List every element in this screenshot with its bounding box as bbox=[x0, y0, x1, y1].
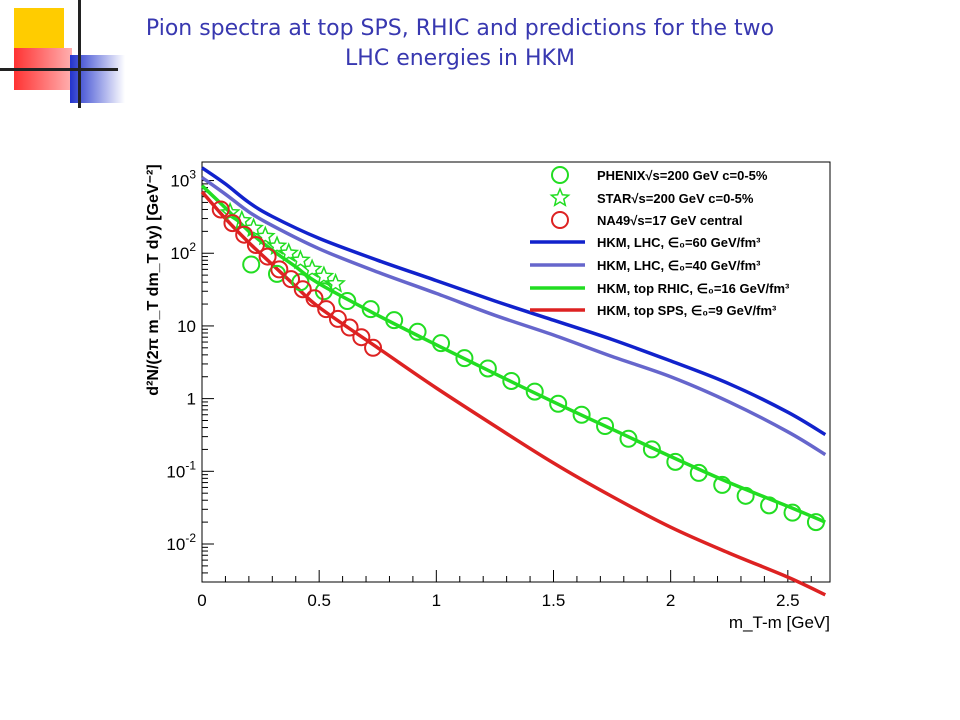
star-marker bbox=[266, 235, 288, 256]
circle-marker bbox=[211, 200, 230, 219]
slide-deco-vertical-line bbox=[78, 0, 81, 108]
y-tick-label: 10-2 bbox=[166, 531, 196, 554]
legend: PHENIX√s=200 GeV c=0-5% STAR√s=200 GeV c=… bbox=[530, 166, 790, 318]
x-axis-label: m_T-m [GeV] bbox=[729, 613, 830, 632]
circle-marker bbox=[689, 463, 708, 482]
y-tick-label: 10-1 bbox=[166, 458, 196, 481]
legend-label: HKM, top RHIC, ∈₀=16 GeV/fm³ bbox=[597, 281, 790, 296]
circle-marker bbox=[328, 309, 347, 328]
x-tick-label: 2.5 bbox=[776, 591, 800, 610]
x-tick-label: 1 bbox=[432, 591, 441, 610]
circle-marker bbox=[223, 214, 242, 233]
star-marker bbox=[219, 201, 241, 222]
legend-marker-circle bbox=[551, 211, 569, 229]
circle-marker bbox=[478, 359, 497, 378]
slide-title-line2: LHC energies in HKM bbox=[345, 46, 575, 71]
legend-label: STAR√s=200 GeV c=0-5% bbox=[597, 191, 754, 206]
circle-marker bbox=[317, 300, 336, 319]
x-tick-label: 0 bbox=[197, 591, 206, 610]
legend-label: PHENIX√s=200 GeV c=0-5% bbox=[597, 168, 768, 183]
circle-marker bbox=[525, 382, 544, 401]
circle-marker bbox=[642, 440, 661, 459]
circle-marker bbox=[340, 318, 359, 337]
legend-marker-circle bbox=[551, 166, 569, 184]
x-tick-label: 2 bbox=[666, 591, 675, 610]
circle-marker bbox=[270, 260, 289, 279]
circle-marker bbox=[666, 452, 685, 471]
circle-marker bbox=[291, 273, 310, 292]
circle-marker bbox=[242, 255, 261, 274]
circle-marker bbox=[235, 225, 254, 244]
circle-marker bbox=[364, 338, 383, 357]
star-marker bbox=[325, 272, 346, 293]
circle-marker bbox=[619, 429, 638, 448]
slide-title-line1: Pion spectra at top SPS, RHIC and predic… bbox=[145, 16, 775, 41]
slide-title: Pion spectra at top SPS, RHIC and predic… bbox=[100, 14, 820, 74]
series-line-3 bbox=[201, 166, 827, 437]
circle-marker bbox=[713, 475, 732, 494]
circle-marker bbox=[596, 417, 615, 436]
circle-marker bbox=[760, 496, 779, 515]
slide-deco-horizontal-line bbox=[0, 68, 118, 71]
x-tick-label: 0.5 bbox=[307, 591, 331, 610]
circle-marker bbox=[352, 328, 371, 347]
circle-marker bbox=[293, 280, 312, 299]
circle-marker bbox=[572, 405, 591, 424]
data-points bbox=[211, 200, 825, 532]
circle-marker bbox=[736, 486, 755, 505]
y-tick-label: 102 bbox=[170, 240, 196, 263]
circle-marker bbox=[806, 513, 825, 532]
series-line-4 bbox=[200, 176, 827, 457]
legend-label: HKM, top SPS, ∈₀=9 GeV/fm³ bbox=[597, 303, 777, 318]
star-marker bbox=[231, 209, 253, 230]
circle-marker bbox=[305, 289, 324, 308]
circle-marker bbox=[338, 292, 357, 311]
y-axis-label: d²N/(2π m_T dm_T dy) [GeV⁻²] bbox=[145, 164, 162, 395]
x-tick-label: 1.5 bbox=[542, 591, 566, 610]
star-marker bbox=[254, 225, 276, 246]
star-marker bbox=[301, 258, 323, 279]
star-marker bbox=[278, 242, 300, 263]
circle-marker bbox=[361, 300, 380, 319]
plot-frame bbox=[201, 161, 831, 583]
star-marker bbox=[243, 217, 264, 238]
legend-label: HKM, LHC, ∈₀=60 GeV/fm³ bbox=[597, 235, 761, 250]
legend-label: HKM, LHC, ∈₀=40 GeV/fm³ bbox=[597, 258, 761, 273]
circle-marker bbox=[258, 247, 277, 266]
y-tick-label: 103 bbox=[170, 168, 196, 191]
circle-marker bbox=[408, 322, 427, 341]
star-marker bbox=[290, 249, 311, 270]
circle-marker bbox=[502, 371, 521, 390]
circle-marker bbox=[455, 349, 474, 368]
circle-marker bbox=[385, 311, 404, 330]
model-curves bbox=[200, 166, 827, 597]
y-tick-label: 1 bbox=[187, 390, 196, 409]
legend-marker-star bbox=[549, 187, 571, 207]
circle-marker bbox=[432, 334, 451, 353]
circle-marker bbox=[246, 235, 265, 254]
star-marker bbox=[313, 265, 335, 286]
circle-marker bbox=[549, 394, 568, 413]
y-tick-label: 10 bbox=[177, 317, 196, 336]
circle-marker bbox=[282, 270, 301, 289]
circle-marker bbox=[783, 503, 802, 522]
legend-label: NA49√s=17 GeV central bbox=[597, 213, 743, 228]
